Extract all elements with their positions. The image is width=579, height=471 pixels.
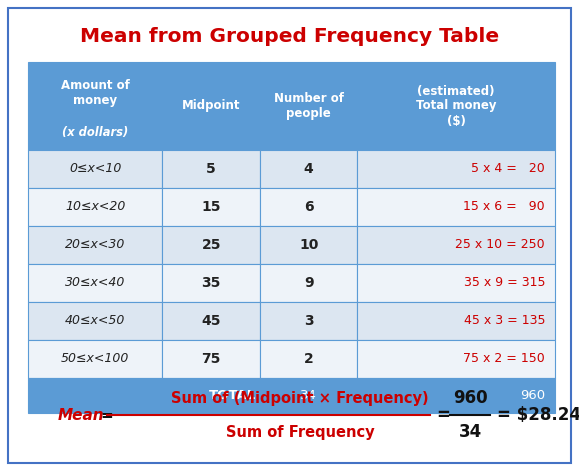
Text: TOTAL: TOTAL [208, 389, 256, 402]
Text: 5 x 4 =   20: 5 x 4 = 20 [471, 162, 545, 176]
Text: Mean from Grouped Frequency Table: Mean from Grouped Frequency Table [80, 26, 499, 46]
Text: 35 x 9 = 315: 35 x 9 = 315 [464, 276, 545, 290]
Text: 6: 6 [304, 200, 313, 214]
Bar [162, 188, 260, 226]
Text: 25 x 10 = 250: 25 x 10 = 250 [455, 238, 545, 252]
Text: 50≤x<100: 50≤x<100 [61, 352, 129, 365]
Bar [162, 378, 260, 413]
Bar [357, 188, 555, 226]
Bar [357, 226, 555, 264]
Text: 20≤x<30: 20≤x<30 [65, 238, 126, 252]
Text: 15: 15 [201, 200, 221, 214]
Bar [357, 340, 555, 378]
Bar [28, 340, 162, 378]
Text: 10: 10 [299, 238, 318, 252]
Text: 4: 4 [304, 162, 313, 176]
Bar [162, 264, 260, 302]
Bar [357, 378, 555, 413]
Text: 2: 2 [304, 352, 313, 366]
Bar [260, 188, 357, 226]
Bar [28, 264, 162, 302]
Text: Sum of (Midpoint × Frequency): Sum of (Midpoint × Frequency) [171, 390, 429, 406]
Bar [260, 264, 357, 302]
Text: 45 x 3 = 135: 45 x 3 = 135 [464, 315, 545, 327]
Bar [28, 62, 162, 150]
Text: 3: 3 [304, 314, 313, 328]
Text: 9: 9 [304, 276, 313, 290]
Bar [357, 150, 555, 188]
Bar [162, 62, 260, 150]
Bar [162, 302, 260, 340]
Text: = $28.24: = $28.24 [497, 406, 579, 424]
Text: Mean: Mean [58, 407, 105, 422]
Text: 30≤x<40: 30≤x<40 [65, 276, 126, 290]
Text: Number of
people: Number of people [274, 92, 343, 120]
Bar [162, 150, 260, 188]
Text: 5: 5 [206, 162, 216, 176]
Text: =: = [100, 407, 113, 422]
Text: Midpoint: Midpoint [182, 99, 240, 113]
Bar [28, 226, 162, 264]
Text: (x dollars): (x dollars) [62, 126, 129, 139]
Text: 75 x 2 = 150: 75 x 2 = 150 [463, 352, 545, 365]
Text: Sum of Frequency: Sum of Frequency [226, 424, 374, 439]
Text: 15 x 6 =   90: 15 x 6 = 90 [463, 201, 545, 213]
Bar [28, 188, 162, 226]
Bar [162, 340, 260, 378]
Bar [28, 150, 162, 188]
Text: 45: 45 [201, 314, 221, 328]
Bar [260, 340, 357, 378]
Bar [162, 226, 260, 264]
Text: 0≤x<10: 0≤x<10 [69, 162, 122, 176]
Text: 40≤x<50: 40≤x<50 [65, 315, 126, 327]
Text: 75: 75 [201, 352, 221, 366]
Bar [357, 302, 555, 340]
Bar [260, 378, 357, 413]
Text: 35: 35 [201, 276, 221, 290]
Text: 25: 25 [201, 238, 221, 252]
Text: =: = [436, 406, 450, 424]
Bar [357, 62, 555, 150]
Text: 10≤x<20: 10≤x<20 [65, 201, 126, 213]
Bar [28, 302, 162, 340]
Text: 960: 960 [453, 389, 488, 407]
Bar [260, 150, 357, 188]
Bar [357, 264, 555, 302]
Bar [28, 378, 162, 413]
Bar [260, 302, 357, 340]
Text: (estimated)
Total money
($): (estimated) Total money ($) [416, 84, 496, 128]
Bar [260, 226, 357, 264]
Text: 960: 960 [520, 389, 545, 402]
Bar [260, 62, 357, 150]
Text: 34: 34 [459, 423, 482, 441]
Text: Amount of
money: Amount of money [61, 79, 130, 107]
Text: 34: 34 [300, 389, 317, 402]
